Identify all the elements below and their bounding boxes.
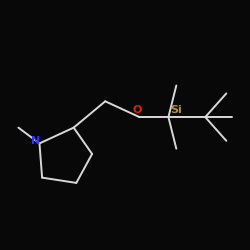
Text: Si: Si — [170, 105, 182, 115]
Text: N: N — [31, 136, 40, 146]
Text: O: O — [132, 105, 141, 115]
